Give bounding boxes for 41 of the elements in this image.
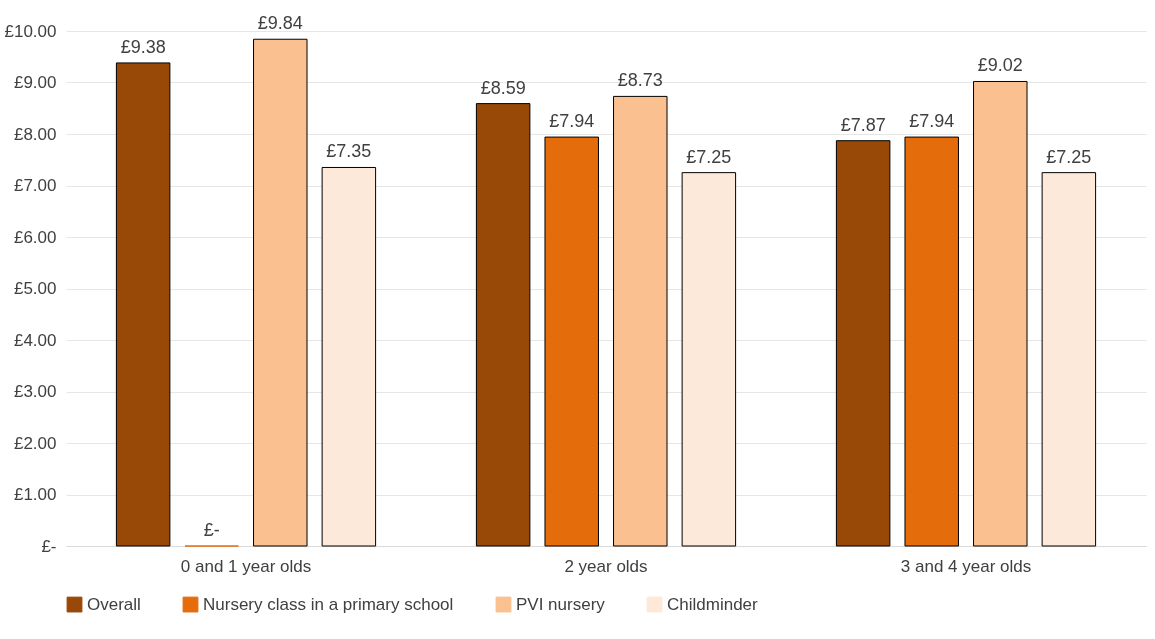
legend-label: PVI nursery	[516, 594, 606, 614]
data-label: £7.94	[909, 111, 955, 132]
data-label: £8.73	[617, 70, 663, 91]
data-label: £7.87	[840, 114, 886, 135]
bar	[115, 62, 171, 547]
y-tick-label: £9.00	[13, 73, 57, 92]
bar	[1041, 172, 1097, 547]
y-tick-label: £8.00	[13, 124, 57, 144]
bar	[475, 103, 531, 547]
bar	[904, 136, 959, 547]
data-label: £9.38	[120, 36, 166, 57]
x-tick-label: 0 and 1 year olds	[180, 556, 312, 576]
legend-label: Childminder	[667, 594, 759, 614]
y-tick-label: £-	[41, 536, 57, 556]
bar	[973, 80, 1028, 547]
bar	[613, 95, 668, 547]
data-label: £9.84	[257, 13, 303, 34]
data-label: £7.94	[549, 111, 595, 132]
data-label: £9.02	[977, 55, 1023, 76]
data-label: £-	[203, 520, 220, 540]
x-tick-label: 2 year olds	[564, 556, 648, 576]
bar	[835, 140, 891, 547]
bar	[681, 172, 737, 547]
y-tick-label: £3.00	[13, 382, 57, 401]
y-tick-label: £7.00	[13, 176, 57, 195]
bar	[253, 38, 308, 547]
legend-label: Nursery class in a primary school	[203, 594, 454, 614]
y-tick-label: £5.00	[13, 279, 57, 298]
y-tick-label: £10.00	[4, 21, 57, 41]
bar	[544, 136, 599, 547]
data-label: £7.25	[686, 146, 732, 167]
y-tick-label: £1.00	[13, 485, 57, 504]
data-label: £7.35	[326, 141, 372, 162]
y-tick-label: £2.00	[13, 433, 57, 453]
y-tick-label: £4.00	[13, 330, 57, 350]
y-tick-label: £6.00	[13, 227, 57, 247]
legend-label: Overall	[87, 594, 141, 614]
data-label: £7.25	[1046, 146, 1092, 167]
data-label: £8.59	[480, 77, 526, 98]
bar	[321, 166, 377, 547]
x-tick-label: 3 and 4 year olds	[900, 556, 1032, 576]
